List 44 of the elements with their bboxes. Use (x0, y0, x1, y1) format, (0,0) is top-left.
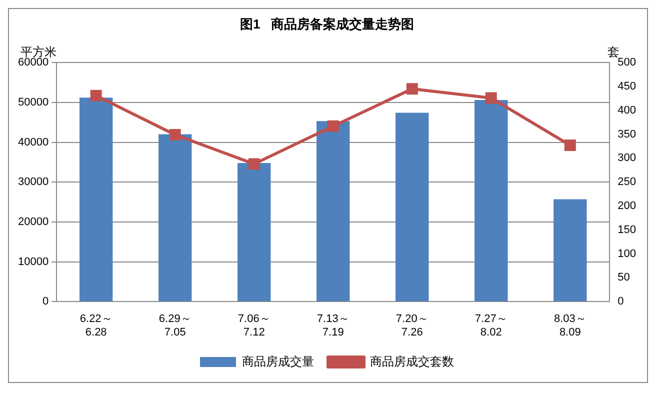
point (406, 83, 418, 95)
y2-tick-label: 250 (618, 176, 636, 188)
y2-tick-label: 300 (618, 152, 636, 164)
y-tick-label: 20000 (18, 216, 49, 228)
bar (474, 100, 508, 302)
legend-label: 商品房成交量 (242, 354, 314, 368)
point (169, 129, 181, 141)
y2-tick-label: 450 (618, 80, 636, 93)
point (485, 92, 497, 104)
x-tick-label: 8.03～8.09 (554, 313, 586, 338)
point (327, 120, 339, 132)
x-tick-label: 7.06～7.12 (238, 313, 270, 338)
y2-axis-title: 套 (608, 44, 620, 59)
y2-tick-label: 0 (618, 296, 624, 308)
point (564, 140, 576, 152)
y2-tick-label: 350 (618, 128, 636, 140)
bar (238, 162, 271, 302)
x-tick-label: 7.13～7.19 (316, 313, 350, 338)
x-tick-label: 7.27～8.02 (474, 313, 508, 338)
y2-tick-label: 50 (618, 272, 630, 284)
y2-tick-label: 150 (618, 224, 636, 236)
y-tick-label: 40000 (18, 136, 49, 148)
y-tick-label: 30000 (18, 176, 49, 188)
point (248, 158, 260, 170)
bar (554, 199, 587, 302)
legend-label: 商品房成交套数 (370, 354, 454, 368)
x-tick-label: 7.20～7.26 (396, 313, 428, 338)
y-axis-title: 平方米 (20, 44, 57, 59)
bar (158, 134, 192, 302)
y-tick-label: 0 (42, 296, 49, 308)
x-tick-label: 6.29～7.05 (158, 313, 192, 338)
bar (80, 98, 113, 302)
point (90, 90, 102, 102)
y-tick-label: 10000 (18, 256, 49, 268)
y-tick-label: 50000 (18, 96, 49, 108)
y-tick-label: 60000 (18, 56, 49, 69)
bar (396, 112, 429, 302)
y2-tick-label: 200 (618, 200, 636, 212)
bar (316, 121, 350, 302)
y2-tick-label: 500 (618, 56, 636, 69)
x-tick-label: 6.22～6.28 (80, 313, 112, 338)
chart-title: 图1 商品房备案成交量走势图 (240, 16, 414, 32)
y2-tick-label: 400 (618, 104, 636, 116)
y2-tick-label: 100 (618, 248, 636, 260)
